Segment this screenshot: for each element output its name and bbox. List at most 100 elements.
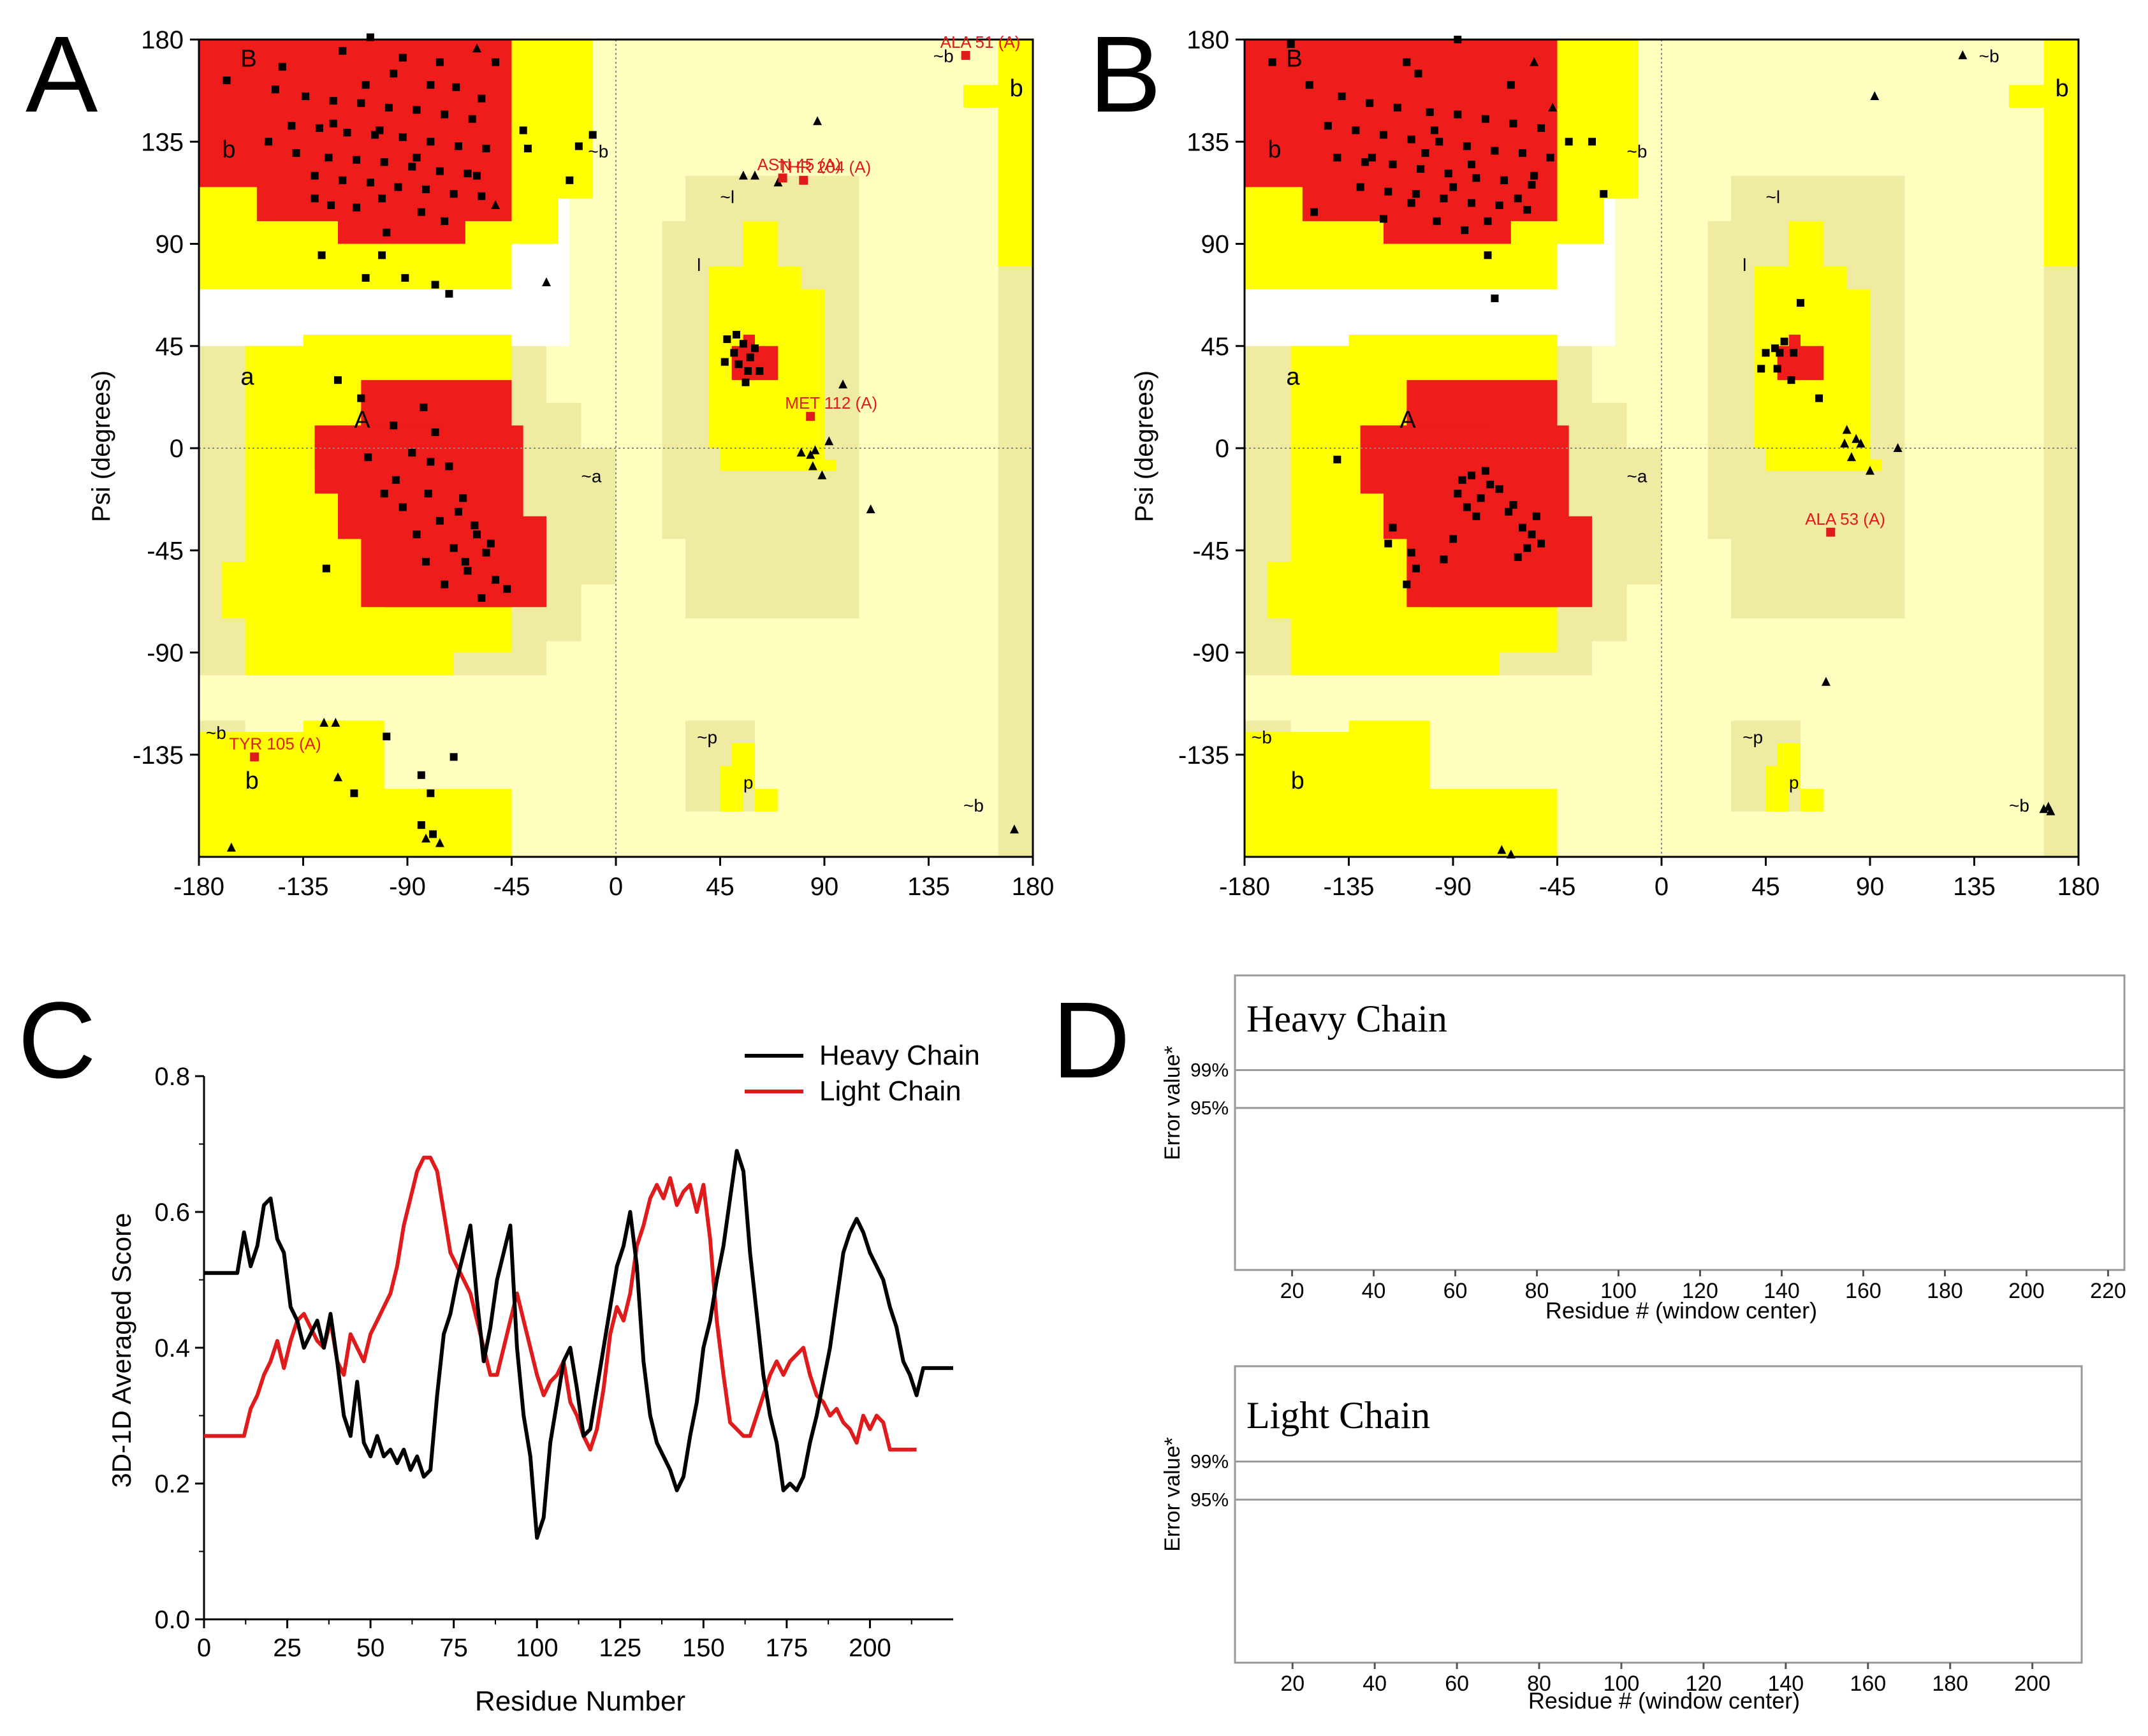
rama-y-tick-label: 135 <box>1187 128 1229 156</box>
rama-residue-point <box>417 208 425 216</box>
rama-b-ylabel: Psi (degrees) <box>1130 370 1158 522</box>
rama-residue-point <box>730 349 738 357</box>
rama-region-core <box>1384 175 1511 244</box>
rama-residue-point <box>445 462 453 470</box>
rama-glycine-point <box>738 170 748 180</box>
rama-residue-point <box>1509 119 1517 128</box>
rama-region-core <box>395 391 442 426</box>
rama-residue-point <box>1435 138 1443 146</box>
rama-residue-point <box>1449 535 1457 543</box>
rama-residue-point <box>734 360 743 368</box>
errat-x-tick-label: 160 <box>1845 1279 1881 1303</box>
rama-residue-point <box>325 154 333 162</box>
rama-region-allowed <box>511 40 559 74</box>
rama-residue-point <box>1338 92 1346 101</box>
rama-x-tick-label: 90 <box>1856 873 1885 901</box>
rama-glycine-point <box>1530 57 1539 66</box>
rama-outlier-label: MET 112 (A) <box>785 393 877 412</box>
rama-residue-point <box>1484 251 1492 259</box>
rama-region-allowed <box>1801 789 1824 812</box>
rama-residue-point <box>449 753 458 761</box>
rama-residue-point <box>523 144 532 152</box>
rama-region-allowed <box>755 789 778 812</box>
rama-region-label: ~b <box>206 723 226 743</box>
rama-region-label: ~l <box>720 187 735 207</box>
rama-y-tick-label: 90 <box>1201 231 1230 259</box>
rama-glycine-point <box>1506 849 1516 859</box>
rama-region-allowed <box>222 562 281 619</box>
errat-x-tick-label: 60 <box>1443 1279 1468 1303</box>
rama-residue-point <box>378 194 386 203</box>
rama-a-axes: -180 -135 -90 -45 0 45 90 135 180 180 135 90 45 0 -45 -… <box>133 26 1054 901</box>
errat-x-tick-label: 120 <box>1686 1672 1722 1696</box>
rama-residue-point <box>408 449 416 457</box>
rama-x-tick-label: 135 <box>1953 873 1996 901</box>
rama-residue-point <box>350 789 358 798</box>
rama-residue-point <box>1776 349 1784 357</box>
line-chart-y-tick-label: 0.8 <box>154 1063 190 1091</box>
rama-glycine-point <box>1842 425 1852 434</box>
rama-residue-point <box>1454 110 1462 119</box>
rama-glycine-point <box>1856 438 1866 448</box>
rama-residue-point <box>223 77 231 85</box>
rama-residue-point <box>427 81 435 89</box>
rama-region-label: b <box>1010 75 1023 102</box>
rama-glycine-point <box>491 200 500 209</box>
rama-glycine-point <box>810 445 820 455</box>
rama-residue-point <box>1523 544 1531 552</box>
rama-residue-point <box>732 330 740 339</box>
rama-residue-point <box>1389 523 1397 532</box>
rama-residue-point <box>1463 142 1471 150</box>
rama-region-label: b <box>1268 136 1281 163</box>
rama-residue-point <box>1500 176 1508 184</box>
rama-glycine-point <box>1893 443 1903 452</box>
rama-y-tick-label: 180 <box>1187 26 1229 54</box>
rama-glycine-point <box>472 43 481 53</box>
rama-region-label: ~p <box>1743 727 1763 747</box>
rama-region-label: A <box>1399 407 1416 434</box>
rama-residue-point <box>1352 126 1360 135</box>
line-chart-y-tick-label: 0.2 <box>154 1470 190 1498</box>
rama-residue-point <box>1414 69 1422 78</box>
rama-region-generous <box>662 221 685 539</box>
rama-glycine-point <box>1840 438 1850 448</box>
rama-residue-point <box>1519 149 1526 157</box>
rama-residue-point <box>1797 299 1804 307</box>
errat-heavy-xlabel: Residue # (window center) <box>1545 1297 1817 1324</box>
rama-region-allowed <box>1858 459 1882 471</box>
rama-residue-point <box>1528 180 1536 189</box>
rama-residue-point <box>417 771 425 779</box>
rama-residue-point <box>454 142 462 150</box>
rama-residue-point <box>1468 471 1476 479</box>
rama-residue-point <box>1481 467 1489 475</box>
rama-residue-point <box>473 171 481 180</box>
rama-residue-point <box>398 503 407 511</box>
rama-region-allowed <box>558 40 593 199</box>
rama-residue-point <box>478 192 486 200</box>
rama-residue-point <box>452 83 460 91</box>
rama-region-label: b <box>245 768 259 794</box>
rama-residue-point <box>1368 154 1376 162</box>
rama-residue-point <box>1514 194 1522 203</box>
rama-residue-point <box>315 124 323 132</box>
errat-threshold-label: 99% <box>1190 1451 1229 1472</box>
rama-y-tick-label: -90 <box>147 639 184 667</box>
rama-residue-point <box>1426 108 1434 116</box>
rama-x-tick-label: 0 <box>1655 873 1669 901</box>
rama-residue-point <box>1472 174 1480 182</box>
line-series-light-chain <box>204 1155 917 1452</box>
rama-region-allowed <box>963 85 998 108</box>
rama-residue-point <box>378 251 386 259</box>
rama-region-label: ~b <box>1252 727 1272 747</box>
rama-residue-point <box>1407 548 1415 557</box>
rama-region-allowed <box>812 459 837 471</box>
rama-residue-point <box>398 54 407 62</box>
rama-residue-point <box>1403 58 1411 66</box>
rama-region-label: B <box>1286 46 1302 73</box>
panel-label-a: A <box>26 14 98 135</box>
rama-glycine-point <box>1870 91 1880 101</box>
rama-residue-point <box>292 149 300 157</box>
errat-x-tick-label: 80 <box>1527 1672 1551 1696</box>
rama-residue-point <box>449 190 458 198</box>
